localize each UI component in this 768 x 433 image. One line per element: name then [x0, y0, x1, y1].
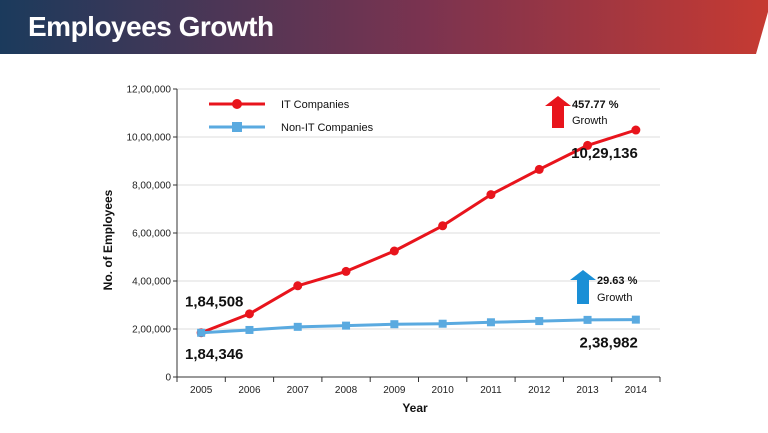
data-point-non-it-companies — [631, 315, 640, 324]
data-point-non-it-companies — [486, 318, 495, 327]
legend-marker — [232, 99, 242, 109]
header-bar: Employees Growth — [0, 0, 768, 54]
data-point-it-companies — [244, 309, 254, 319]
series-line-it-companies — [200, 128, 637, 335]
y-tick-label: 2,00,000 — [132, 325, 171, 336]
x-tick-label: 2014 — [625, 385, 648, 396]
y-tick-label: 4,00,000 — [132, 277, 171, 288]
nonit-growth-arrow-icon — [570, 270, 596, 304]
x-tick-label: 2011 — [480, 385, 502, 396]
x-tick-label: 2006 — [238, 385, 261, 396]
it-start-label: 1,84,508 — [185, 294, 243, 311]
y-tick-labels: 0 2,00,000 4,00,000 6,00,000 8,00,000 10,00,0… — [127, 85, 172, 384]
page-title: Employees Growth — [28, 11, 274, 42]
it-growth-arrow-icon — [545, 96, 571, 128]
header-background — [0, 0, 768, 54]
nonit-growth-percent: 29.63 % — [597, 275, 638, 287]
y-axis-label: No. of Employees — [101, 189, 115, 290]
x-tick-labels: 2005 2006 2007 2008 2009 2010 2011 2012 2013 2014 — [190, 385, 647, 396]
y-tick-label: 12,00,000 — [127, 85, 172, 96]
it-growth-percent: 457.77 % — [572, 99, 619, 111]
series-layer — [196, 125, 641, 338]
x-tick-label: 2005 — [190, 385, 213, 396]
data-point-it-companies — [486, 190, 496, 200]
series-line-non-it-companies — [201, 318, 636, 335]
data-point-it-companies — [534, 164, 544, 174]
annotations: 1,84,508 1,84,346 10,29,136 2,38,982 457.77 … — [185, 96, 638, 363]
data-point-non-it-companies — [245, 325, 254, 334]
legend: IT Companies Non-IT Companies — [209, 99, 374, 134]
nonit-start-label: 1,84,346 — [185, 346, 243, 363]
x-tick-label: 2010 — [432, 385, 455, 396]
data-point-it-companies — [583, 140, 593, 150]
x-axis-label: Year — [402, 401, 428, 415]
data-point-non-it-companies — [535, 317, 544, 326]
y-tick-label: 6,00,000 — [132, 229, 171, 240]
x-tick-label: 2009 — [383, 385, 406, 396]
x-tick-label: 2007 — [287, 385, 310, 396]
nonit-growth-word: Growth — [597, 292, 632, 304]
legend-marker — [232, 122, 242, 132]
y-tick-label: 8,00,000 — [132, 181, 171, 192]
axes — [173, 88, 661, 382]
data-point-it-companies — [438, 221, 448, 231]
nonit-end-label: 2,38,982 — [579, 335, 637, 352]
data-point-it-companies — [631, 125, 641, 135]
legend-label: Non-IT Companies — [281, 122, 374, 134]
it-growth-word: Growth — [572, 115, 607, 127]
data-point-non-it-companies — [342, 321, 351, 330]
it-end-label: 10,29,136 — [571, 145, 638, 162]
data-point-it-companies — [389, 246, 399, 256]
data-point-non-it-companies — [390, 320, 399, 329]
data-point-non-it-companies — [583, 315, 592, 324]
x-tick-label: 2013 — [576, 385, 599, 396]
data-point-non-it-companies — [197, 328, 206, 337]
x-tick-label: 2008 — [335, 385, 358, 396]
legend-label: IT Companies — [281, 99, 350, 111]
data-point-non-it-companies — [293, 322, 302, 331]
y-tick-label: 0 — [165, 373, 171, 384]
data-point-non-it-companies — [438, 319, 447, 328]
y-tick-label: 10,00,000 — [127, 133, 172, 144]
data-point-it-companies — [341, 266, 351, 276]
data-point-it-companies — [293, 281, 303, 291]
x-tick-label: 2012 — [528, 385, 551, 396]
